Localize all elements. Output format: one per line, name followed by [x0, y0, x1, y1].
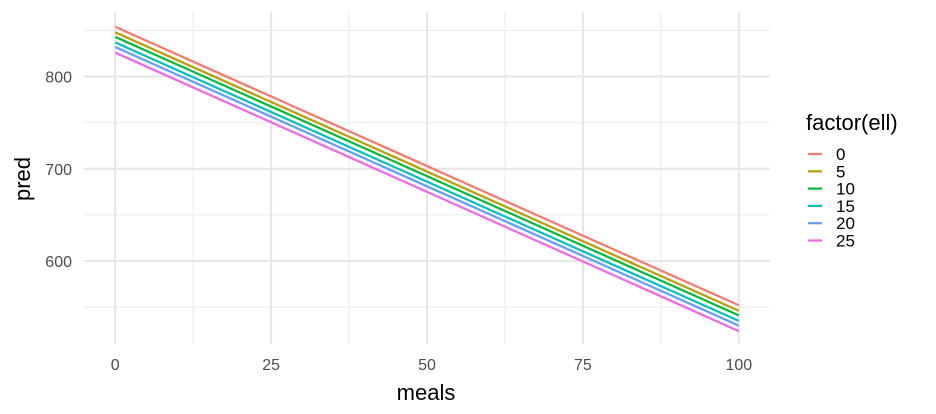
x-tick-label: 0 [111, 357, 120, 374]
legend-label-0: 0 [836, 145, 845, 164]
y-tick-label: 800 [45, 70, 72, 87]
legend-label-15: 15 [836, 197, 855, 216]
y-tick-label: 700 [45, 162, 72, 179]
legend-label-5: 5 [836, 162, 845, 181]
series-line-25 [114, 51, 740, 333]
x-axis-title: meals [397, 380, 456, 405]
legend-label-10: 10 [836, 180, 855, 199]
series-line-0 [114, 25, 740, 307]
series-line-15 [114, 41, 740, 322]
series-line-10 [114, 35, 740, 317]
x-tick-label: 75 [574, 357, 592, 374]
series-lines [114, 25, 740, 333]
legend-title: factor(ell) [806, 110, 898, 135]
x-tick-labels: 0 25 50 75 100 [111, 357, 753, 374]
y-axis-title: pred [10, 157, 35, 201]
series-line-5 [114, 31, 740, 312]
x-tick-label: 50 [418, 357, 436, 374]
y-tick-label: 600 [45, 254, 72, 271]
y-tick-labels: 600 700 800 [45, 70, 72, 271]
series-line-20 [114, 45, 740, 327]
x-tick-label: 25 [262, 357, 280, 374]
major-gridlines [84, 12, 770, 344]
legend-label-20: 20 [836, 214, 855, 233]
legend-label-25: 25 [836, 232, 855, 251]
x-tick-label: 100 [725, 357, 752, 374]
